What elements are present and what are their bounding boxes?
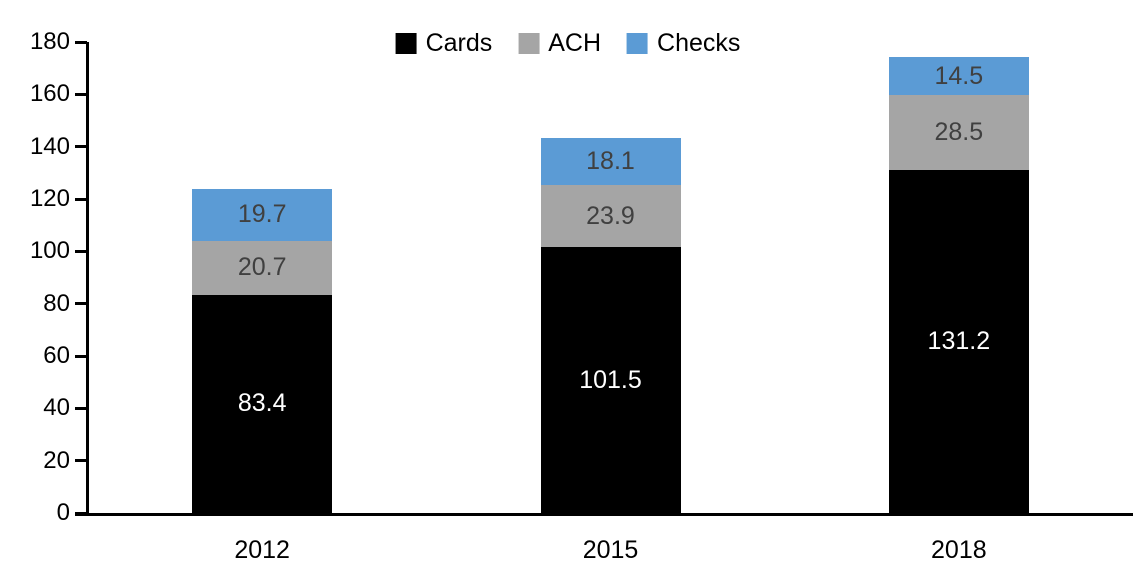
bar-segment-checks: 14.5 [888, 57, 1029, 96]
y-tick-label: 160 [29, 80, 70, 108]
y-tick-mark [75, 354, 87, 358]
bar-segment-checks: 18.1 [540, 137, 681, 185]
y-tick-label: 120 [29, 185, 70, 212]
x-axis-line [75, 513, 1133, 516]
legend-swatch-checks [627, 33, 649, 54]
bar-segment-checks: 19.7 [192, 189, 333, 241]
x-category-label: 2012 [234, 536, 290, 564]
y-tick-mark [75, 197, 87, 201]
bar-segment-value-label: 19.7 [237, 200, 287, 229]
y-tick-mark [75, 459, 87, 463]
y-tick-label: 100 [29, 237, 70, 265]
y-tick-mark [75, 40, 87, 44]
bar-segment-value-label: 101.5 [579, 365, 642, 394]
y-tick-label: 0 [56, 499, 70, 526]
legend-label: ACH [548, 29, 602, 57]
bar-segment-value-label: 83.4 [237, 389, 287, 418]
legend-label: Checks [657, 29, 741, 57]
bar-segment-cards: 83.4 [192, 294, 333, 513]
y-tick-label: 80 [43, 289, 70, 317]
legend: Cards ACH Checks [395, 29, 740, 57]
bar-segment-value-label: 14.5 [934, 61, 984, 90]
bar-segment-cards: 131.2 [888, 169, 1029, 513]
legend-item-cards: Cards [395, 29, 493, 57]
y-tick-label: 20 [43, 446, 70, 474]
y-tick-mark [75, 511, 87, 515]
legend-item-checks: Checks [627, 31, 740, 56]
bar-segment-value-label: 131.2 [927, 326, 991, 355]
x-category-label: 2015 [582, 536, 639, 564]
bar-segment-ach: 23.9 [540, 184, 681, 248]
bar-segment-ach: 20.7 [192, 240, 333, 295]
bar-segment-value-label: 20.7 [237, 253, 287, 282]
y-tick-mark [75, 92, 87, 96]
legend-item-ach: ACH [518, 31, 601, 56]
legend-swatch-ach [518, 33, 540, 54]
y-tick-label: 60 [43, 342, 70, 369]
y-tick-mark [75, 406, 87, 410]
y-tick-mark [75, 145, 87, 149]
y-tick-label: 140 [29, 132, 70, 160]
bar-segment-ach: 28.5 [888, 95, 1029, 170]
legend-label: Cards [425, 29, 493, 57]
x-category-label: 2018 [931, 536, 987, 564]
y-tick-label: 40 [43, 394, 70, 422]
bar-segment-value-label: 28.5 [934, 117, 984, 146]
y-tick-mark [75, 302, 87, 306]
bar-segment-value-label: 23.9 [586, 201, 635, 230]
y-tick-mark [75, 249, 87, 253]
y-tick-label: 180 [29, 28, 70, 55]
y-axis-line [86, 42, 89, 513]
legend-swatch-cards [395, 33, 417, 54]
bar-segment-value-label: 18.1 [586, 146, 635, 175]
bar-segment-cards: 101.5 [540, 247, 681, 513]
